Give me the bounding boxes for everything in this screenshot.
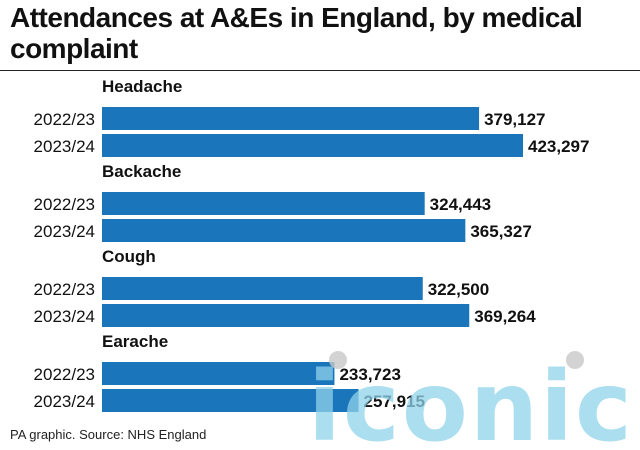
bar-cough-2023-24 <box>102 304 470 327</box>
chart-title: Attendances at A&Es in England, by medic… <box>10 2 583 64</box>
data-label-backache-2023-24: 365,327 <box>470 222 531 241</box>
bar-earache-2023-24 <box>102 389 359 412</box>
data-label-headache-2022-23: 379,127 <box>484 110 545 129</box>
bar-backache-2023-24 <box>102 219 466 242</box>
tick-label-backache-2023-24: 2023/24 <box>34 222 95 241</box>
data-label-earache-2023-24: 257,915 <box>364 392 425 411</box>
bar-chart: Headache 2022/23 379,127 2023/24 423,297 Back… <box>34 77 589 412</box>
tick-label-earache-2022-23: 2022/23 <box>34 365 95 384</box>
tick-label-cough-2022-23: 2022/23 <box>34 280 95 299</box>
data-label-cough-2022-23: 322,500 <box>428 280 489 299</box>
data-label-backache-2022-23: 324,443 <box>430 195 491 214</box>
bar-backache-2022-23 <box>102 192 425 215</box>
bar-earache-2022-23 <box>102 362 335 385</box>
tick-label-headache-2022-23: 2022/23 <box>34 110 95 129</box>
iconic-watermark: iconic <box>308 351 630 450</box>
category-label-earache: Earache <box>102 332 168 351</box>
watermark-dot-1 <box>329 351 347 369</box>
data-label-headache-2023-24: 423,297 <box>528 137 589 156</box>
data-label-cough-2023-24: 369,264 <box>474 307 536 326</box>
bar-cough-2022-23 <box>102 277 423 300</box>
bar-headache-2023-24 <box>102 134 523 157</box>
tick-label-earache-2023-24: 2023/24 <box>34 392 95 411</box>
category-label-cough: Cough <box>102 247 156 266</box>
category-label-backache: Backache <box>102 162 181 181</box>
tick-label-backache-2022-23: 2022/23 <box>34 195 95 214</box>
data-label-earache-2022-23: 233,723 <box>339 365 400 384</box>
tick-label-cough-2023-24: 2023/24 <box>34 307 95 326</box>
bar-headache-2022-23 <box>102 107 480 130</box>
title-divider <box>0 70 640 71</box>
watermark-dot-2 <box>566 351 584 369</box>
tick-label-headache-2023-24: 2023/24 <box>34 137 95 156</box>
category-label-headache: Headache <box>102 77 182 96</box>
source-note: PA graphic. Source: NHS England <box>10 427 207 442</box>
